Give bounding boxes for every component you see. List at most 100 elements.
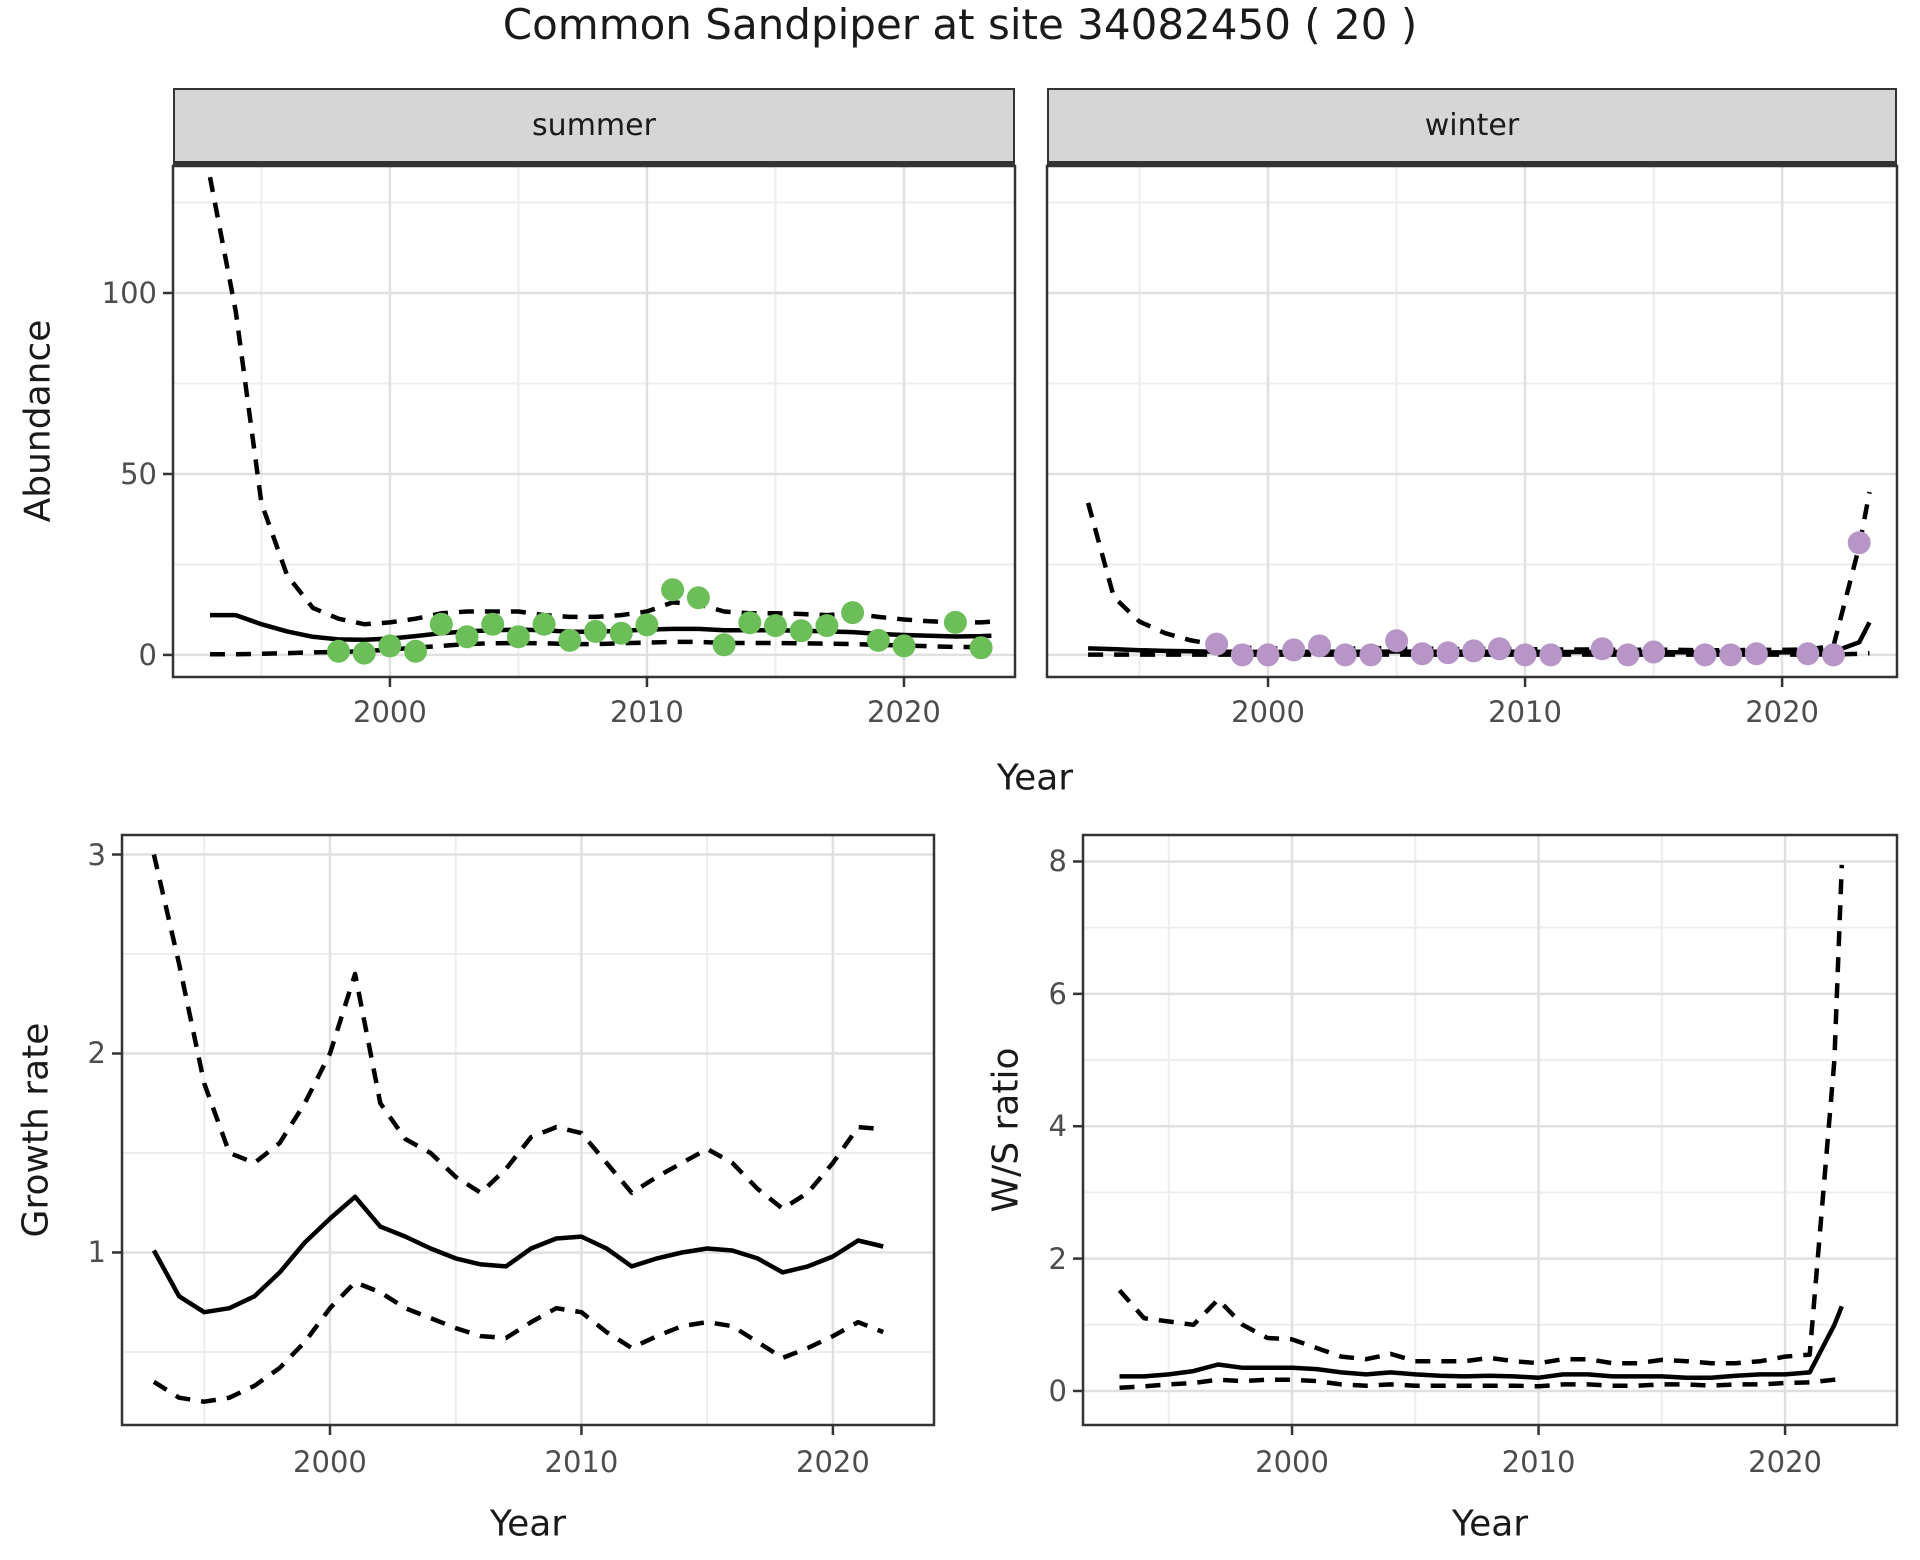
panel-abundance-summer [163, 164, 1017, 687]
data-point [1693, 643, 1717, 667]
data-point [1410, 642, 1434, 666]
series-line-upper-ci [1117, 864, 1845, 1366]
x-tick-label: 2010 [1501, 1445, 1576, 1479]
data-point [1796, 642, 1820, 666]
x-tick-label: 2020 [1748, 1445, 1822, 1479]
data-point [506, 625, 530, 649]
data-point [1308, 634, 1331, 658]
data-point [378, 634, 402, 658]
data-point [1822, 643, 1845, 667]
panel-border [1081, 833, 1899, 1427]
data-point [1590, 637, 1614, 661]
facet-strip-winter: winter [1047, 88, 1897, 166]
data-point [1744, 642, 1768, 666]
x-tick-label: 2010 [544, 1445, 619, 1479]
facet-strip-label: summer [532, 108, 656, 143]
data-point [1282, 638, 1306, 662]
x-tick-label: 2020 [1745, 695, 1819, 729]
data-point [1436, 641, 1460, 665]
facet-strip-summer: summer [173, 88, 1015, 166]
data-point [1256, 643, 1280, 667]
data-point [712, 633, 736, 657]
data-point [584, 619, 607, 643]
figure-title: Common Sandpiper at site 34082450 ( 20 ) [502, 0, 1418, 49]
data-point [943, 610, 967, 634]
y-tick-label: 3 [87, 837, 106, 872]
data-point [789, 619, 813, 643]
data-point [404, 639, 428, 663]
y-axis-title-ws-ratio: W/S ratio [985, 1047, 1027, 1213]
data-point [892, 634, 916, 658]
data-point [686, 586, 710, 610]
panel-border [171, 164, 1017, 679]
data-point [1385, 629, 1409, 653]
y-tick-label: 8 [1048, 844, 1067, 879]
data-point [1719, 643, 1743, 667]
data-point [661, 578, 685, 602]
data-point [609, 621, 633, 645]
x-tick-label: 2020 [796, 1445, 870, 1479]
y-tick-label: 1 [87, 1235, 106, 1270]
x-tick-label: 2010 [610, 695, 684, 729]
data-point [481, 612, 505, 636]
x-tick-label: 2000 [1255, 1445, 1329, 1479]
panel-background [1083, 835, 1897, 1425]
data-point [532, 612, 556, 636]
series-line-lower-ci [1119, 1376, 1842, 1390]
panel-background [1047, 166, 1897, 677]
data-point [635, 613, 659, 637]
data-point [327, 639, 350, 663]
y-tick-label: 6 [1048, 976, 1067, 1011]
facet-strip-label: winter [1424, 108, 1520, 143]
y-tick-label: 0 [1048, 1373, 1067, 1408]
data-point [841, 601, 865, 625]
data-point [1539, 643, 1563, 667]
series-line-lower-ci [152, 1280, 885, 1404]
x-tick-label: 2020 [867, 695, 941, 729]
y-tick-label: 0 [138, 637, 157, 672]
data-point [1642, 640, 1666, 664]
data-point [866, 628, 890, 652]
series-line-median [1119, 1305, 1844, 1380]
x-tick-label: 2000 [293, 1445, 367, 1479]
data-point [969, 636, 993, 660]
data-point [1230, 643, 1254, 667]
data-point [455, 625, 479, 649]
x-tick-label: 2000 [353, 695, 427, 729]
y-axis-title-abundance: Abundance [17, 319, 59, 523]
panel-background [173, 166, 1015, 677]
data-point [1487, 637, 1511, 661]
y-tick-label: 2 [87, 1036, 106, 1071]
y-tick-label: 4 [1048, 1109, 1067, 1144]
data-point [558, 628, 582, 652]
data-point [429, 612, 453, 636]
panel-border [1045, 164, 1899, 679]
data-point [352, 641, 376, 665]
panel-ws-ratio [1073, 833, 1899, 1435]
x-axis-title-year-top: Year [996, 757, 1074, 799]
panel-background [122, 835, 934, 1425]
x-tick-label: 2010 [1488, 695, 1562, 729]
y-tick-label: 50 [120, 456, 157, 491]
panel-growth-rate [112, 833, 936, 1435]
x-tick-label: 2000 [1231, 695, 1305, 729]
series-line-upper-ci [207, 176, 992, 627]
panel-border [120, 833, 936, 1427]
data-point [1333, 643, 1357, 667]
data-point [1205, 632, 1229, 656]
x-axis-title-year-ws: Year [1451, 1503, 1529, 1545]
data-point [1513, 643, 1537, 667]
y-tick-label: 2 [1048, 1241, 1067, 1276]
data-point [738, 611, 762, 635]
y-axis-title-growth-rate: Growth rate [15, 1022, 57, 1238]
series-line-median [151, 1194, 884, 1315]
panel-abundance-winter [1045, 164, 1899, 687]
y-tick-label: 100 [101, 276, 157, 311]
data-point [815, 614, 839, 638]
data-point [1847, 531, 1871, 555]
data-point [1462, 639, 1486, 663]
x-axis-title-year-growth: Year [489, 1503, 567, 1545]
data-point [764, 614, 787, 638]
